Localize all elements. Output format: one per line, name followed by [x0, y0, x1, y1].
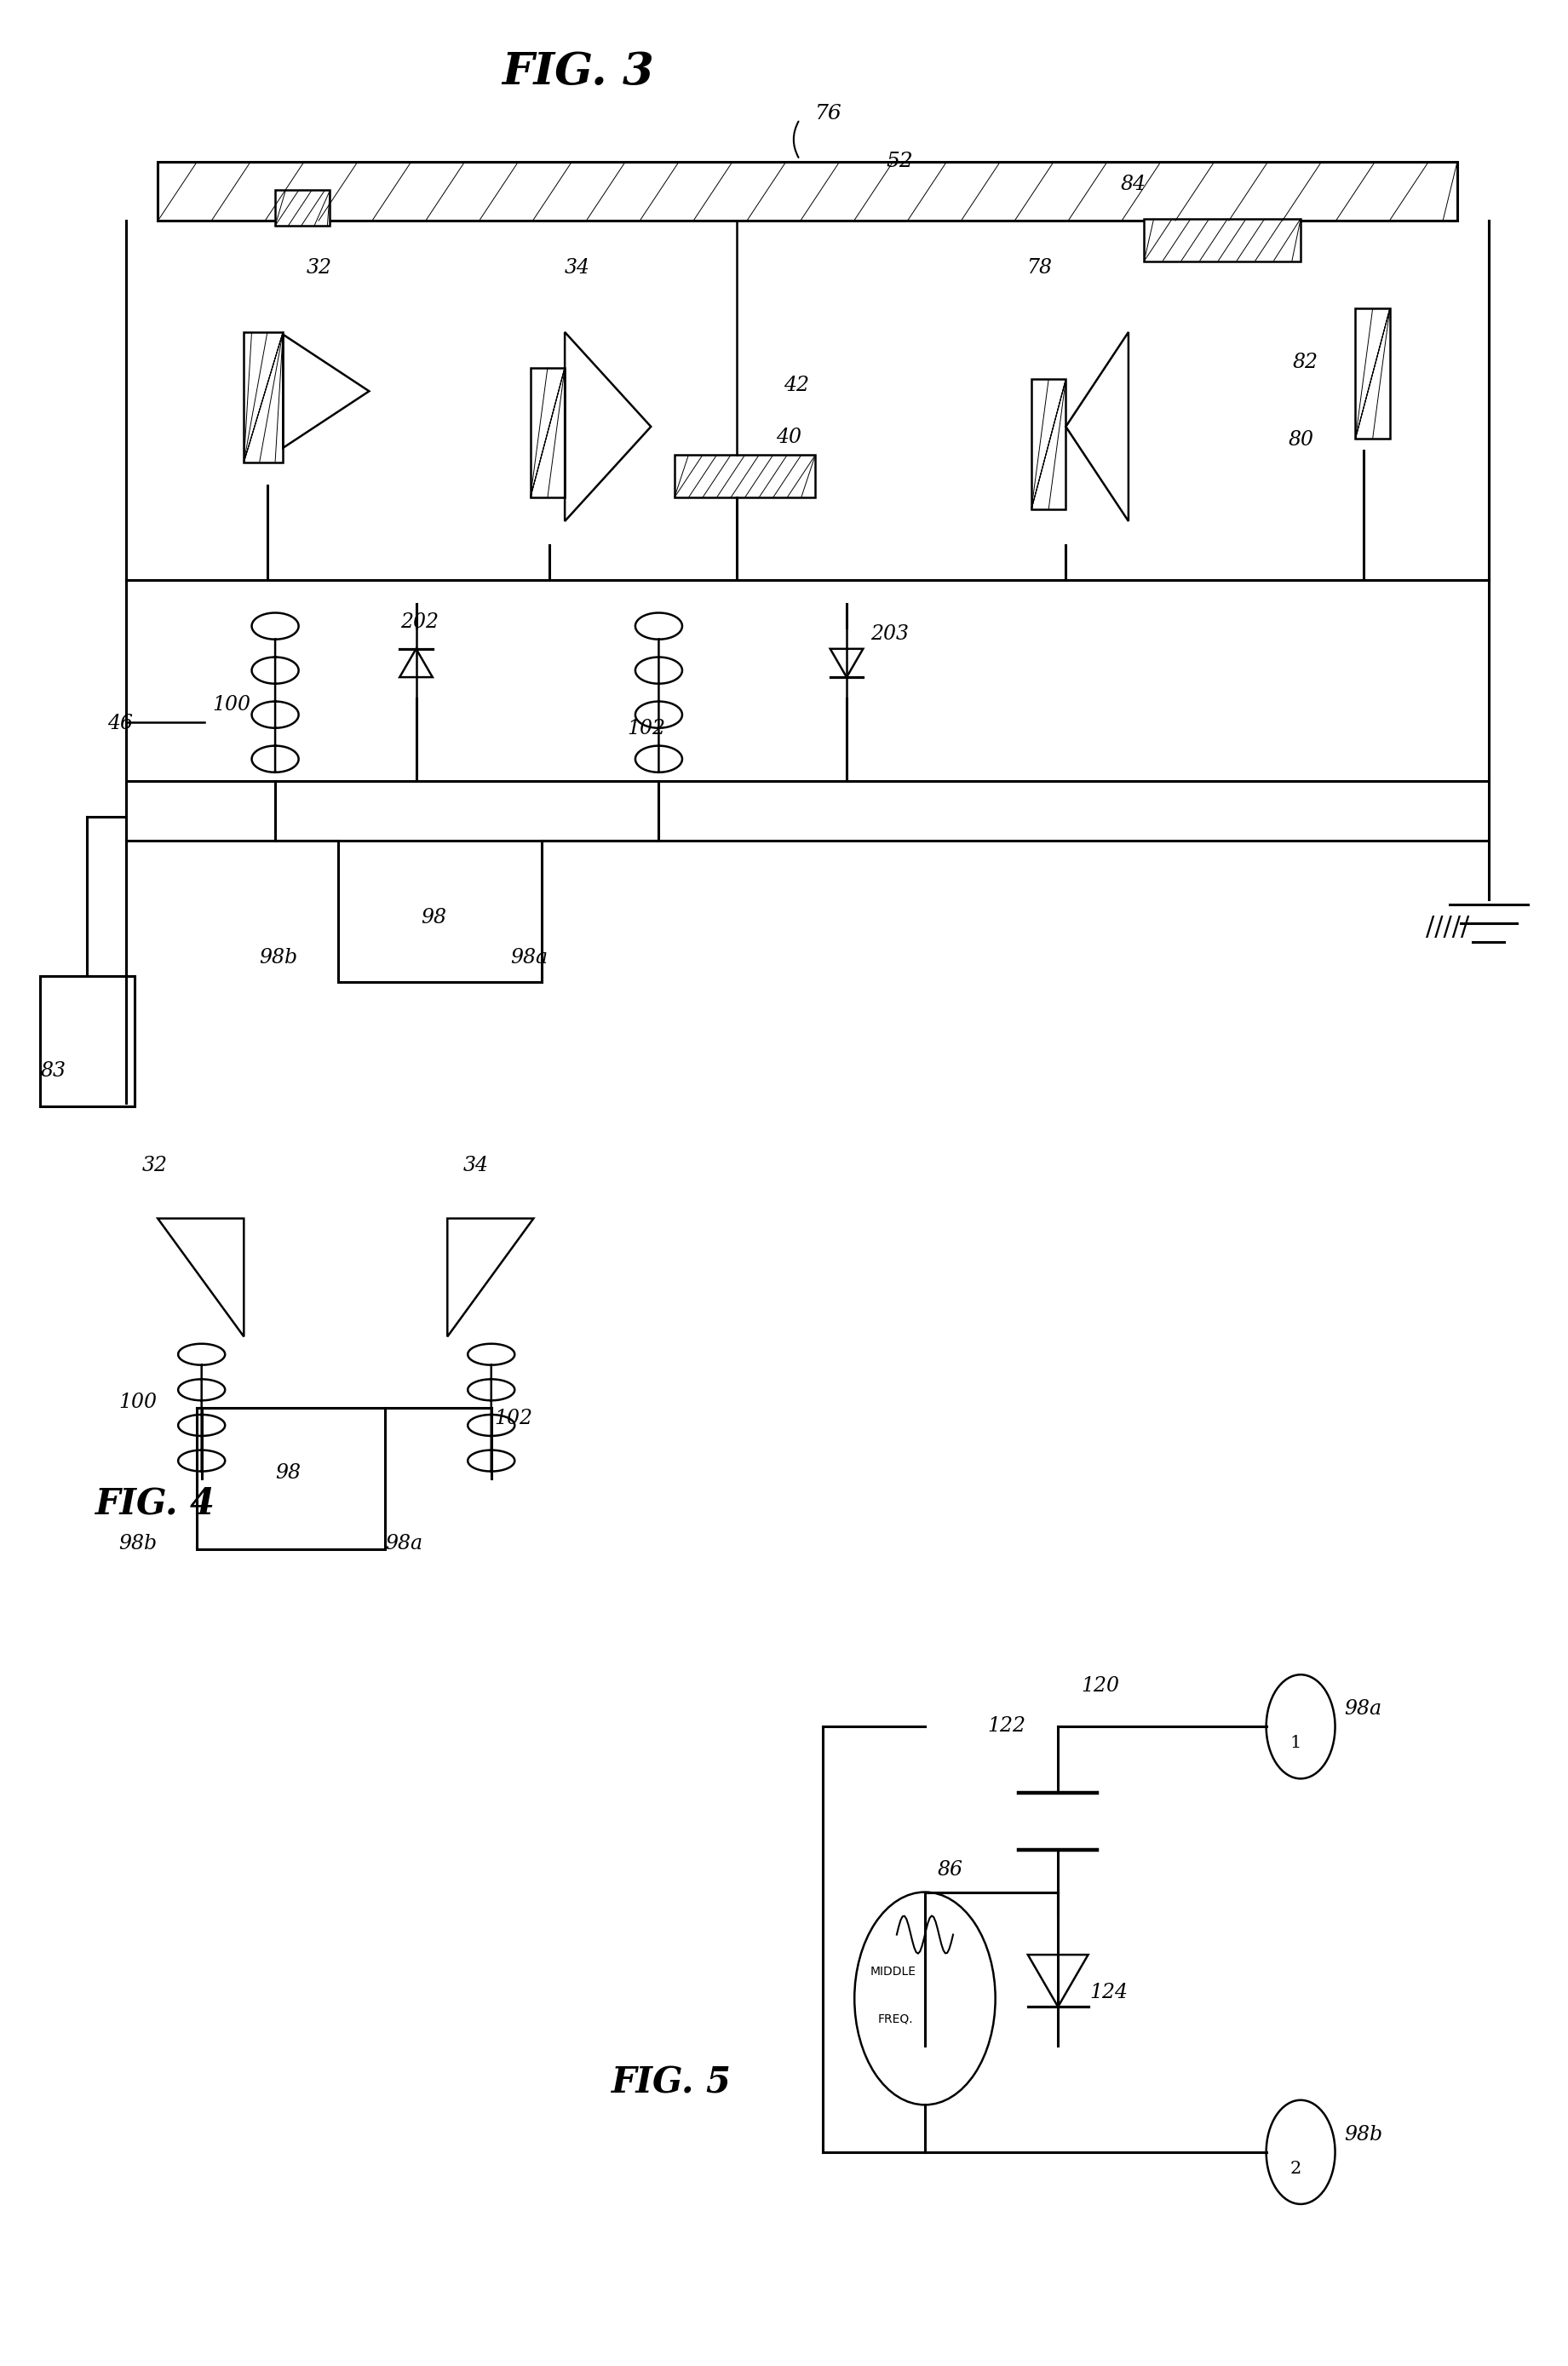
Text: 80: 80	[1289, 431, 1314, 450]
Text: 42: 42	[784, 376, 809, 395]
Text: 124: 124	[1090, 1983, 1127, 2002]
Bar	[337, 840, 541, 982]
Text: 100: 100	[119, 1391, 157, 1413]
Bar	[41, 977, 135, 1107]
Text: 98b: 98b	[260, 949, 298, 968]
Bar	[1355, 308, 1389, 438]
Text: /////: /////	[1425, 913, 1486, 942]
Bar	[158, 161, 1457, 220]
Text: 203: 203	[870, 625, 908, 644]
Text: 84: 84	[1121, 175, 1146, 194]
Text: 120: 120	[1082, 1675, 1120, 1696]
Text: 32: 32	[306, 258, 332, 277]
Text: FIG. 3: FIG. 3	[502, 50, 654, 92]
Text: 78: 78	[1027, 258, 1052, 277]
Text: 98: 98	[420, 909, 447, 927]
Bar	[245, 331, 282, 461]
Text: 98a: 98a	[510, 949, 547, 968]
Bar	[674, 454, 815, 497]
Bar	[198, 1408, 384, 1550]
Text: 1: 1	[1290, 1734, 1301, 1751]
Text: 46: 46	[108, 715, 133, 733]
Text: 98b: 98b	[119, 1533, 157, 1554]
Text: 52: 52	[886, 151, 913, 170]
Bar	[1145, 218, 1301, 260]
Text: 32: 32	[143, 1157, 168, 1176]
Bar	[530, 367, 564, 497]
Text: 98a: 98a	[1344, 1699, 1381, 1720]
Text: 86: 86	[938, 1860, 963, 1881]
Text: 83: 83	[41, 1062, 66, 1081]
Text: 82: 82	[1294, 353, 1319, 371]
Text: FIG. 4: FIG. 4	[96, 1486, 215, 1521]
Bar	[1032, 379, 1066, 509]
Text: 76: 76	[815, 104, 842, 123]
Text: FREQ.: FREQ.	[878, 2013, 914, 2025]
Bar	[274, 189, 329, 225]
Text: 34: 34	[564, 258, 591, 277]
Text: 98b: 98b	[1344, 2125, 1383, 2144]
Text: MIDDLE: MIDDLE	[870, 1966, 916, 1978]
Text: 100: 100	[213, 696, 251, 715]
Text: FIG. 5: FIG. 5	[612, 2066, 732, 2101]
Text: 202: 202	[400, 613, 439, 632]
Text: 34: 34	[463, 1157, 489, 1176]
Text: 122: 122	[988, 1715, 1025, 1737]
Text: 98a: 98a	[384, 1533, 422, 1554]
Text: 102: 102	[627, 719, 666, 738]
Text: 102: 102	[494, 1408, 533, 1429]
Text: 2: 2	[1290, 2160, 1301, 2177]
Text: 98: 98	[274, 1462, 301, 1483]
Text: 40: 40	[776, 428, 801, 447]
